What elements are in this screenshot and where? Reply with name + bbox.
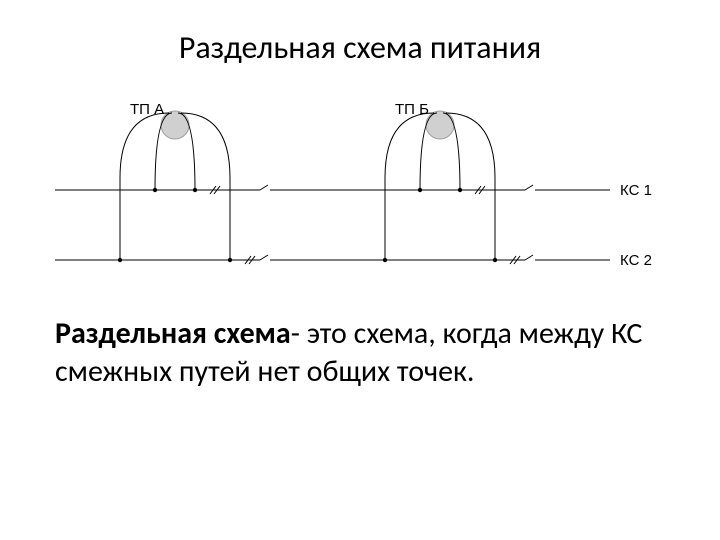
schematic-diagram: ТП А ТП Б КС 1 КС 2 bbox=[55, 95, 665, 295]
label-tp-b: ТП Б bbox=[395, 101, 429, 118]
description-bold: Раздельная схема bbox=[55, 315, 291, 352]
label-ks1: КС 1 bbox=[620, 182, 652, 199]
description-text: Раздельная схема- это схема, когда между… bbox=[55, 315, 655, 390]
label-ks2: КС 2 bbox=[620, 252, 652, 269]
label-tp-a: ТП А bbox=[130, 101, 164, 118]
page-title: Раздельная схема питания bbox=[0, 28, 720, 67]
